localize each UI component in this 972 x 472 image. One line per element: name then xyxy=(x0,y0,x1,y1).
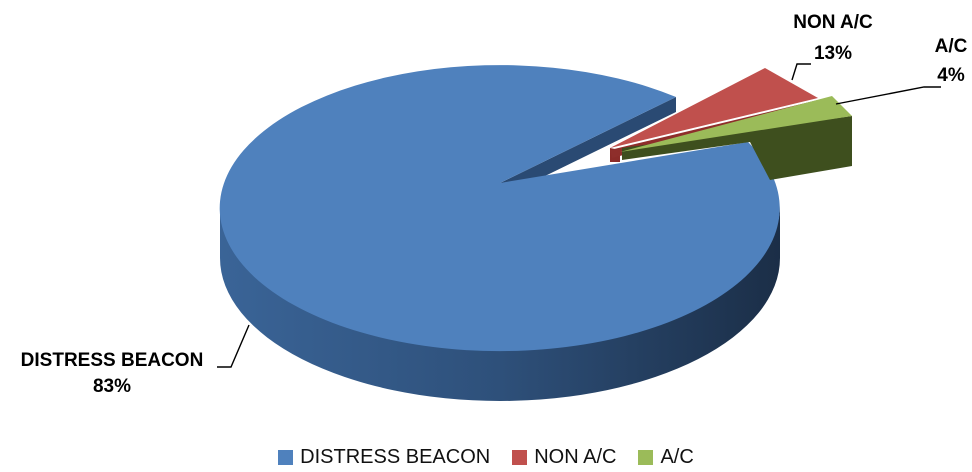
slice-distress-beacon-side xyxy=(220,205,780,401)
data-label-distress-beacon-name: DISTRESS BEACON xyxy=(21,350,204,371)
legend-swatch-distress-beacon xyxy=(278,450,294,465)
leader-line-distress-beacon xyxy=(217,324,250,368)
legend-label-distress-beacon: DISTRESS BEACON xyxy=(300,446,491,468)
legend-swatch-non-ac xyxy=(512,450,528,465)
slice-distress-beacon-top xyxy=(219,65,780,352)
slice-ac xyxy=(620,96,852,180)
leader-line-ac xyxy=(835,86,941,105)
slice-non-ac-top xyxy=(610,68,818,148)
legend-label-non-ac: NON A/C xyxy=(534,446,617,468)
slice-ac-top xyxy=(620,96,852,152)
pie-chart: DISTRESS BEACON 83% NON A/C 13% A/C 4% xyxy=(21,12,968,401)
legend-item-distress-beacon: DISTRESS BEACON xyxy=(278,446,490,469)
slice-distress-beacon-wedge-wall xyxy=(500,97,676,198)
data-label-distress-beacon-percent: 83% xyxy=(93,376,131,397)
slice-distress-beacon xyxy=(219,65,780,401)
data-label-non-ac-percent: 13% xyxy=(814,43,852,64)
data-label-ac-name: A/C xyxy=(935,36,968,57)
leader-line-non-ac xyxy=(791,63,811,81)
data-label-non-ac-name: NON A/C xyxy=(793,12,873,33)
legend: DISTRESS BEACON NON A/C A/C xyxy=(0,446,972,469)
slice-ac-side xyxy=(622,116,852,180)
legend-item-non-ac: NON A/C xyxy=(512,446,616,469)
legend-label-ac: A/C xyxy=(660,446,694,468)
legend-item-ac: A/C xyxy=(638,446,694,469)
legend-swatch-ac xyxy=(638,450,654,465)
data-label-ac-percent: 4% xyxy=(937,65,965,86)
